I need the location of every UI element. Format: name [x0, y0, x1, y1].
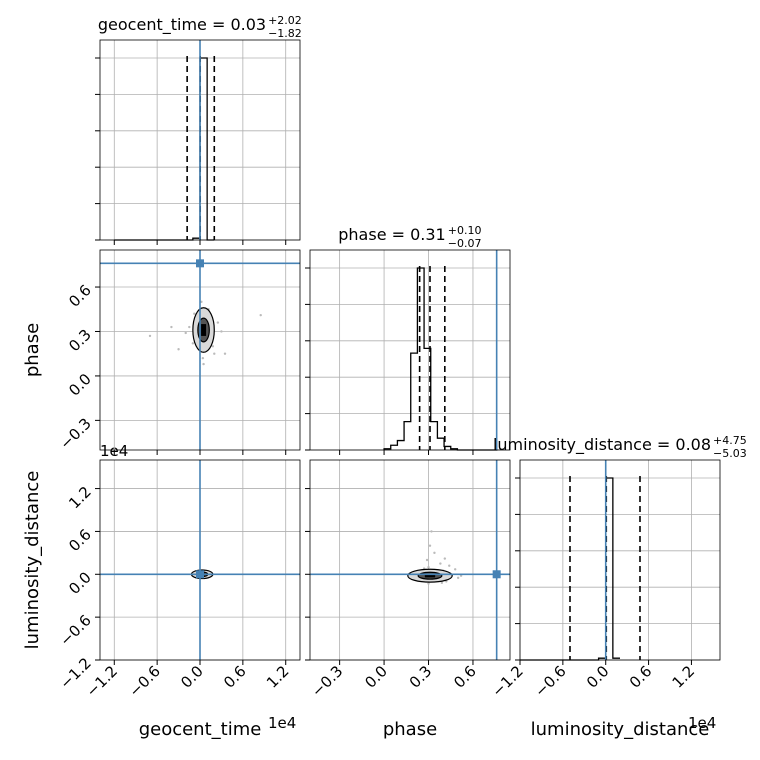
- panel-title-geocent_time: geocent_time = 0.03: [98, 15, 266, 35]
- y-axis-label-phase: phase: [22, 323, 43, 377]
- sample-point: [220, 330, 223, 333]
- x-tick-label: 0.0: [361, 662, 391, 692]
- grid-lines: [310, 460, 510, 661]
- sample-point: [201, 356, 205, 360]
- panel-title-luminosity_distance: luminosity_distance = 0.08: [493, 435, 711, 455]
- sample-point: [456, 576, 460, 580]
- sample-point: [188, 325, 191, 329]
- x-tick-label: 1.2: [263, 662, 293, 692]
- y-tick-label: 0.6: [65, 281, 95, 311]
- sample-point: [259, 313, 262, 317]
- panel-frame: [309, 459, 511, 661]
- sample-point: [433, 551, 436, 555]
- sample-point: [427, 582, 430, 585]
- y-tick-label: 1.2: [65, 483, 95, 513]
- title-plus-error: +4.75: [713, 434, 747, 447]
- sample-point: [439, 562, 442, 565]
- injection-marker: [196, 259, 204, 268]
- sample-point: [459, 574, 463, 577]
- sample-point: [148, 334, 152, 338]
- y-tick-label: 0.3: [65, 326, 95, 356]
- x-tick-label: −1.2: [488, 662, 526, 700]
- multiplier-luminosity-distance-x: 1e4: [688, 714, 716, 732]
- y-tick-label: 0.0: [65, 568, 95, 598]
- density-peak: [201, 324, 207, 336]
- x-tick-label: −0.6: [531, 662, 569, 700]
- title-minus-error: −5.03: [713, 447, 747, 460]
- panel-frame: [519, 459, 721, 661]
- y-tick-label: −0.3: [56, 414, 94, 452]
- y-axis-label-luminosity-distance: luminosity_distance: [22, 471, 43, 650]
- sample-point: [443, 557, 447, 560]
- y-tick-label: 0.0: [65, 370, 95, 400]
- sample-point: [177, 348, 180, 351]
- title-minus-error: −1.82: [268, 27, 302, 40]
- grid-lines: [339, 250, 474, 450]
- sample-point: [216, 321, 220, 324]
- sample-point: [213, 352, 216, 355]
- sample-point: [427, 565, 430, 569]
- x-tick-label: 0.0: [177, 662, 207, 692]
- title-plus-error: +2.02: [268, 14, 302, 27]
- sample-point: [200, 300, 203, 304]
- sample-point: [170, 325, 173, 329]
- x-tick-label: 0.6: [626, 662, 656, 692]
- panel-title-phase: phase = 0.31: [338, 225, 445, 244]
- sample-point: [193, 312, 196, 315]
- x-tick-label: −0.6: [125, 662, 163, 700]
- sample-point: [428, 544, 432, 547]
- injection-marker: [196, 570, 204, 579]
- sample-point: [191, 342, 195, 345]
- injection-marker: [492, 570, 501, 579]
- x-tick-label: 0.0: [583, 662, 613, 692]
- sample-point: [184, 331, 187, 335]
- panel-frame: [309, 249, 511, 451]
- x-tick-label: 0.3: [406, 662, 436, 692]
- sample-point: [440, 581, 444, 585]
- y-tick-label: −0.6: [56, 611, 94, 649]
- y-tick-label: 0.6: [65, 526, 95, 556]
- title-minus-error: −0.07: [448, 237, 482, 250]
- title-plus-error: +0.10: [448, 224, 482, 237]
- x-axis-label-geocent-time: geocent_time: [139, 719, 262, 740]
- x-tick-label: 0.6: [220, 662, 250, 692]
- sample-point: [223, 352, 227, 355]
- sample-point: [453, 568, 457, 571]
- x-axis-label-luminosity-distance: luminosity_distance: [531, 719, 710, 740]
- x-axis-label-phase: phase: [383, 719, 437, 740]
- x-tick-label: 1.2: [669, 662, 699, 692]
- sample-point: [202, 362, 205, 366]
- x-tick-label: 0.6: [450, 662, 480, 692]
- sample-point: [425, 558, 429, 562]
- density-peak: [424, 574, 436, 578]
- x-tick-label: −0.3: [308, 662, 346, 700]
- multiplier-geocent-time-x: 1e4: [268, 714, 296, 732]
- sample-point: [448, 564, 451, 567]
- histogram-phase: [383, 267, 498, 451]
- sample-point: [430, 530, 433, 533]
- sample-point: [211, 345, 215, 348]
